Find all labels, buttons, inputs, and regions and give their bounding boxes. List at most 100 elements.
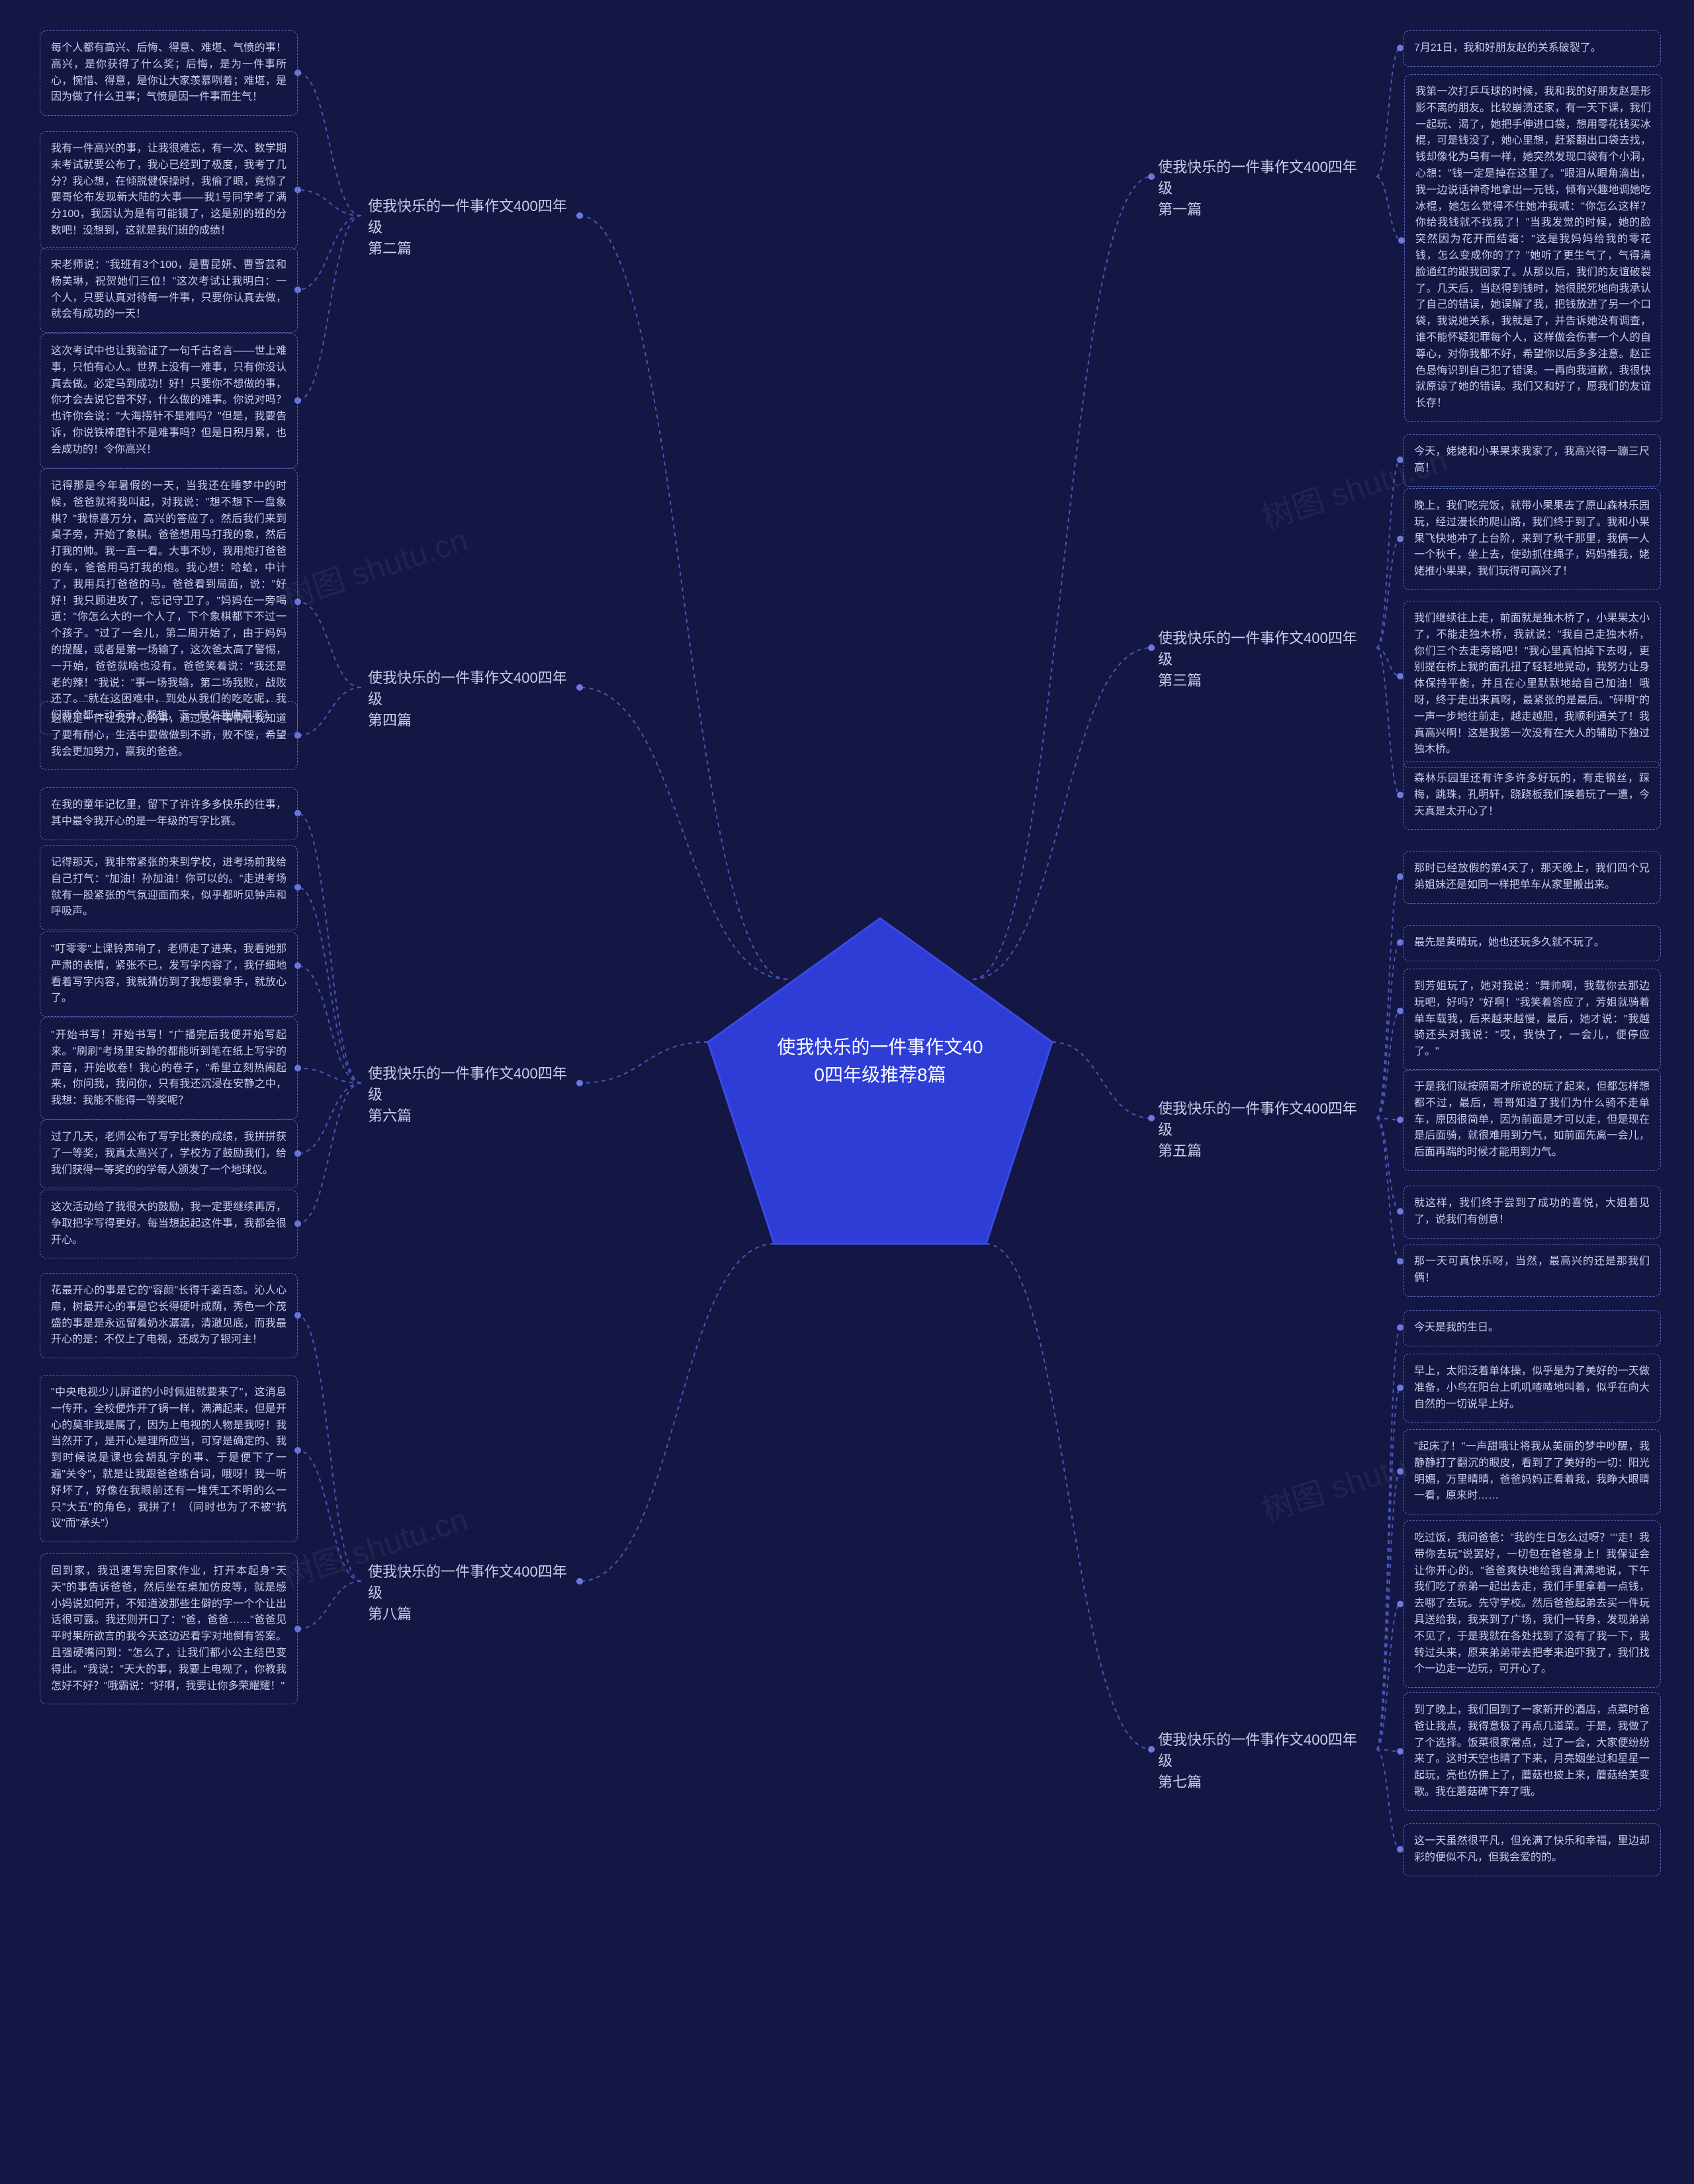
mindmap-canvas: 使我快乐的一件事作文40 0四年级推荐8篇 树图 shutu.cn 树图 shu…	[0, 0, 1694, 2184]
leaf-node: 今天是我的生日。	[1403, 1310, 1661, 1346]
edge	[298, 1581, 361, 1629]
branch-label: 使我快乐的一件事作文400四年级第六篇	[368, 1063, 580, 1127]
leaf-node: 那时已经放假的第4天了，那天晚上，我们四个兄弟姐妹还是如同一样把单车从家里搬出来…	[1403, 851, 1661, 904]
branch-label-l2: 第五篇	[1158, 1141, 1370, 1162]
edge	[1052, 1042, 1151, 1118]
leaf-node: "起床了！"一声甜哦让将我从美丽的梦中吵醒，我静静打了翻沉的眼皮，看到了了美好的…	[1403, 1429, 1661, 1514]
leaf-node: 这次活动给了我很大的鼓励，我一定要继续再厉，争取把字写得更好。每当想起起这件事，…	[40, 1190, 298, 1258]
branch-label-l2: 第二篇	[368, 238, 580, 259]
leaf-node: 到了晚上，我们回到了一家新开的酒店，点菜时爸爸让我点，我得意极了再点几道菜。于是…	[1403, 1692, 1661, 1811]
branch-dot	[1148, 1746, 1155, 1753]
edge	[298, 190, 361, 216]
branch-label-l1: 使我快乐的一件事作文400四年级	[368, 1561, 580, 1604]
branch-label: 使我快乐的一件事作文400四年级第二篇	[368, 196, 580, 259]
branch-label: 使我快乐的一件事作文400四年级第五篇	[1158, 1098, 1370, 1162]
leaf-node: 这就是一件让我开心的事，通过这件事情让我知道了要有耐心，生活中要做做到不骄，败不…	[40, 701, 298, 770]
edge	[1376, 648, 1400, 795]
edge	[298, 687, 361, 736]
edge	[298, 1315, 361, 1581]
edge	[298, 216, 361, 401]
branch-label-l2: 第八篇	[368, 1604, 580, 1625]
edge	[298, 966, 361, 1084]
leaf-node: 那一天可真快乐呀，当然，最高兴的还是那我们俩！	[1403, 1244, 1661, 1297]
edge	[298, 602, 361, 688]
edge	[298, 813, 361, 1083]
branch-label-l1: 使我快乐的一件事作文400四年级	[368, 1063, 580, 1106]
edge	[1376, 539, 1400, 648]
edge	[1376, 877, 1400, 1118]
branch-label-l2: 第三篇	[1158, 670, 1370, 691]
leaf-node: 吃过饭，我问爸爸："我的生日怎么过呀？""走！我带你去玩"说罢好，一切包在爸爸身…	[1403, 1520, 1661, 1688]
leaf-node: 早上，太阳泛着单体操，似乎是为了美好的一天做准备，小鸟在阳台上叽叽喳喳地叫着，似…	[1403, 1354, 1661, 1422]
leaf-node: 7月21日，我和好朋友赵的关系破裂了。	[1403, 30, 1661, 67]
edge	[580, 687, 787, 979]
leaf-node: 这一天虽然很平凡，但充满了快乐和幸福，里边却彩的便似不凡，但我会爱的的。	[1403, 1823, 1661, 1876]
leaf-node: 就这样，我们终于尝到了成功的喜悦，大姐着见了，说我们有创意！	[1403, 1186, 1661, 1239]
leaf-node: 森林乐园里还有许多许多好玩的，有走钢丝，踩梅，跳珠，孔明轩，跷跷板我们挨着玩了一…	[1403, 761, 1661, 830]
edge	[986, 1244, 1151, 1749]
branch-label-l1: 使我快乐的一件事作文400四年级	[1158, 628, 1370, 670]
edge	[1376, 177, 1402, 241]
edge	[1376, 648, 1400, 676]
edge	[298, 1069, 361, 1084]
branch-label-l2: 第六篇	[368, 1106, 580, 1127]
branch-label: 使我快乐的一件事作文400四年级第四篇	[368, 668, 580, 731]
center-title: 使我快乐的一件事作文40 0四年级推荐8篇	[761, 1033, 999, 1089]
branch-dot	[1148, 173, 1155, 180]
leaf-node: 我第一次打乒乓球的时候，我和我的好朋友赵是形影不离的朋友。比较崩溃还家，有一天下…	[1404, 74, 1662, 422]
edge	[1376, 1328, 1400, 1750]
edge	[1376, 1118, 1400, 1262]
branch-label-l1: 使我快乐的一件事作文400四年级	[1158, 157, 1370, 199]
edge	[1376, 1388, 1400, 1750]
branch-label: 使我快乐的一件事作文400四年级第八篇	[368, 1561, 580, 1625]
branch-label: 使我快乐的一件事作文400四年级第三篇	[1158, 628, 1370, 691]
edge	[580, 1244, 774, 1581]
leaf-node: 晚上，我们吃完饭，就带小果果去了原山森林乐园玩，经过漫长的爬山路，我们终于到了。…	[1403, 488, 1661, 590]
edge	[1376, 1118, 1400, 1120]
branch-label-l1: 使我快乐的一件事作文400四年级	[1158, 1098, 1370, 1141]
edge	[1376, 48, 1400, 177]
edge	[298, 1450, 361, 1581]
edge	[1376, 1604, 1400, 1750]
edge	[298, 216, 361, 290]
edge	[1376, 460, 1400, 648]
edge	[1376, 943, 1400, 1119]
edge	[1376, 1749, 1400, 1849]
edge	[580, 1042, 708, 1083]
edge	[298, 1083, 361, 1224]
edge	[973, 177, 1151, 979]
leaf-node: "中央电视少儿屏道的小时佩姐就要来了"，这消息一传开，全校便炸开了锅一样，满满起…	[40, 1375, 298, 1542]
leaf-node: 每个人都有高兴、后悔、得意、难堪、气愤的事！高兴，是你获得了什么奖；后悔，是为一…	[40, 30, 298, 116]
branch-label-l2: 第一篇	[1158, 199, 1370, 220]
branch-label: 使我快乐的一件事作文400四年级第七篇	[1158, 1729, 1370, 1793]
branch-label-l1: 使我快乐的一件事作文400四年级	[368, 668, 580, 710]
leaf-node: 宋老师说："我班有3个100，是曹昆妍、曹雪芸和杨美琳，祝贺她们三位！"这次考试…	[40, 247, 298, 333]
leaf-node: 记得那是今年暑假的一天，当我还在睡梦中的时候，爸爸就将我叫起，对我说："想不想下…	[40, 468, 298, 734]
leaf-node: 于是我们就按照哥才所说的玩了起来，但都怎样想都不过，最后，哥哥知道了我们为什么骑…	[1403, 1069, 1661, 1171]
edge	[298, 73, 361, 216]
edge	[1376, 1471, 1400, 1749]
center-title-l1: 使我快乐的一件事作文40	[777, 1037, 983, 1057]
edge	[298, 1083, 361, 1154]
center-title-l2: 0四年级推荐8篇	[814, 1065, 946, 1085]
leaf-node: 最先是黄晴玩，她也还玩多久就不玩了。	[1403, 925, 1661, 961]
branch-label-l1: 使我快乐的一件事作文400四年级	[368, 196, 580, 238]
leaf-node: 在我的童年记忆里，留下了许许多多快乐的往事，其中最令我开心的是一年级的写字比赛。	[40, 787, 298, 840]
leaf-node: 花最开心的事是它的"容颜"长得千姿百态。沁人心扉，树最开心的事是它长得硬叶成荫，…	[40, 1273, 298, 1358]
edge	[1376, 1749, 1400, 1751]
edge	[580, 216, 787, 979]
leaf-node: 今天，姥姥和小果果来我家了，我高兴得一蹦三尺高！	[1403, 434, 1661, 487]
branch-label-l2: 第四篇	[368, 710, 580, 731]
leaf-node: 回到家，我迅速写完回家作业，打开本起身"天天"的事告诉爸爸，然后坐在桌加仿皮等，…	[40, 1553, 298, 1704]
edge	[973, 648, 1151, 979]
leaf-node: 我有一件高兴的事，让我很难忘，有一次、数学期末考试就要公布了，我心已经到了极度，…	[40, 131, 298, 249]
branch-dot	[1148, 1115, 1155, 1121]
leaf-node: 记得那天，我非常紧张的来到学校，进考场前我给自己打气："加油！孙加油！你可以的。…	[40, 845, 298, 930]
branch-dot	[1148, 644, 1155, 651]
branch-label: 使我快乐的一件事作文400四年级第一篇	[1158, 157, 1370, 220]
edge	[298, 887, 361, 1083]
branch-label-l1: 使我快乐的一件事作文400四年级	[1158, 1729, 1370, 1772]
branch-label-l2: 第七篇	[1158, 1772, 1370, 1793]
leaf-node: "开始书写！开始书写！"广播完后我便开始写起来。"刷刷"考场里安静的都能听到笔在…	[40, 1018, 298, 1119]
leaf-node: 到芳姐玩了，她对我说："舞帅啊，我载你去那边玩吧，好吗？"好啊！"我笑着答应了，…	[1403, 969, 1661, 1070]
